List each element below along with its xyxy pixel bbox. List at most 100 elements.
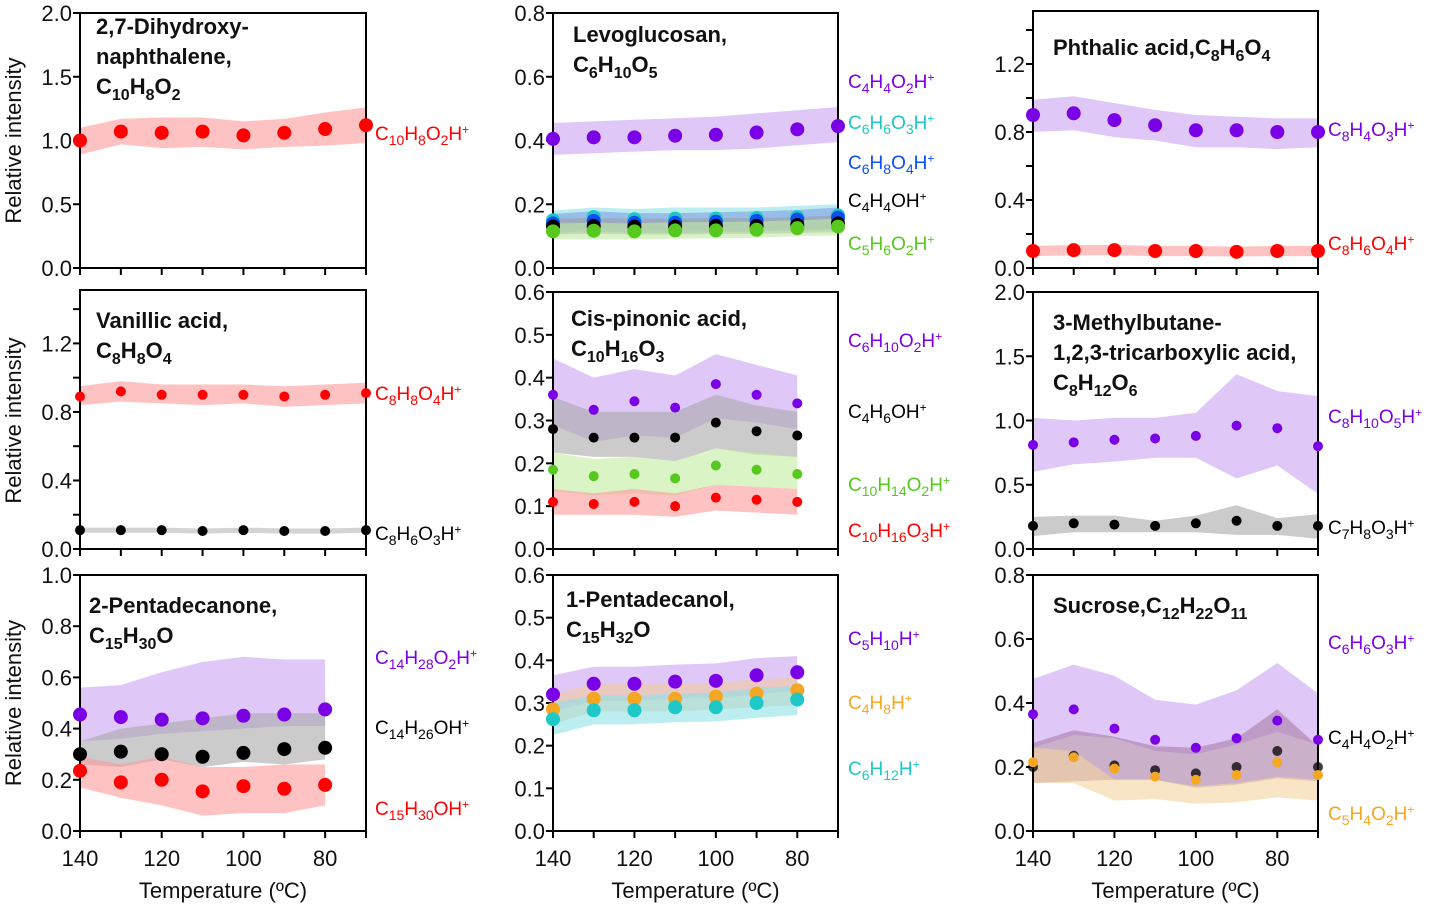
data-point	[195, 711, 210, 726]
data-point	[1150, 520, 1161, 531]
data-point	[359, 118, 373, 133]
data-point	[1272, 757, 1283, 768]
series-label: C8H8O4H+	[375, 383, 461, 409]
data-point	[1068, 704, 1079, 715]
y-tick-label: 1.2	[994, 52, 1025, 77]
data-point	[1231, 515, 1242, 526]
data-point	[710, 492, 721, 503]
data-point	[548, 389, 558, 400]
y-tick-label: 1.0	[994, 409, 1025, 434]
data-point	[1188, 123, 1203, 138]
x-tick-label: 140	[62, 846, 99, 871]
data-point	[546, 712, 560, 727]
series-label: C14H28O2H+	[375, 647, 477, 673]
data-point	[73, 763, 87, 778]
data-point	[236, 745, 251, 760]
data-point	[154, 747, 169, 762]
series-label: C5H10H+	[848, 628, 920, 654]
data-point	[1313, 770, 1323, 780]
error-band-2	[80, 527, 366, 534]
data-point	[73, 133, 87, 148]
chart-panel-5: 0.0 0.1 0.2 0.3 0.4 0.5 0.6 Cis-pinonic acid, C1…	[514, 280, 950, 562]
series-label: C4H8H+	[848, 692, 912, 718]
plot-frame	[79, 574, 367, 832]
data-point	[1190, 430, 1201, 441]
y-tick-label: 0.8	[994, 120, 1025, 145]
data-point	[546, 687, 560, 702]
y-tick-label: 0.0	[994, 537, 1025, 562]
data-point	[318, 740, 333, 755]
chart-panel-1: 0.0 0.5 1.0 1.5 2.0 Relative intensity 2,7-Dih…	[1, 1, 469, 281]
data-point	[238, 525, 249, 536]
y-tick-label: 0.8	[41, 400, 72, 425]
error-band-4	[553, 484, 798, 517]
panel-title: C15H30O	[89, 623, 174, 653]
data-point	[586, 703, 601, 718]
y-tick-label: 0.0	[994, 819, 1025, 844]
y-tick-label: 0.8	[994, 563, 1025, 588]
data-point	[279, 526, 290, 537]
error-band-3	[1033, 747, 1318, 804]
plot-frame	[1032, 10, 1319, 269]
panel-title: C10H8O2	[96, 74, 181, 104]
data-point	[627, 703, 642, 718]
error-band-1	[80, 381, 366, 407]
data-point	[1188, 244, 1203, 258]
data-point	[236, 128, 251, 143]
error-band-2	[1033, 245, 1318, 257]
data-point	[668, 674, 683, 689]
y-tick-label: 0.5	[514, 323, 545, 348]
y-tick-label: 1.0	[41, 129, 72, 154]
plot-frame	[79, 12, 367, 269]
series-label: C10H16O3H+	[848, 520, 950, 546]
series-label: C4H4O2H+	[1328, 727, 1414, 753]
data-point	[195, 749, 210, 764]
data-point	[670, 501, 681, 512]
data-point	[238, 389, 249, 400]
data-point	[1109, 763, 1120, 774]
data-point	[1068, 437, 1079, 448]
y-tick-label: 0.2	[514, 734, 545, 759]
error-band-5	[553, 218, 838, 240]
data-point	[1107, 243, 1122, 258]
data-point	[318, 777, 333, 792]
series-label: C8H4O3H+	[1328, 119, 1414, 145]
data-point	[831, 119, 845, 134]
data-point	[279, 391, 290, 402]
data-point	[1190, 774, 1201, 785]
data-point	[668, 223, 683, 238]
data-point	[1068, 518, 1079, 529]
data-point	[277, 742, 292, 757]
series-label: C8H6O3H+	[375, 523, 461, 549]
data-point	[1272, 423, 1283, 434]
data-point	[113, 710, 128, 725]
data-point	[320, 389, 331, 400]
data-point	[1150, 734, 1161, 745]
data-point	[792, 469, 803, 480]
y-tick-label: 0.6	[41, 665, 72, 690]
series-label: C8H6O4H+	[1328, 233, 1414, 259]
chart-panel-2: 0.0 0.2 0.4 0.6 0.8 Levoglucosan, C6H10O5 C4H4O…	[514, 1, 934, 281]
data-point	[318, 122, 333, 137]
panel-title: C6H10O5	[573, 52, 658, 82]
data-point	[113, 124, 128, 139]
data-point	[1148, 118, 1163, 133]
data-point	[1313, 441, 1323, 452]
data-point	[708, 689, 723, 704]
chart-panel-7: 0.0 0.2 0.4 0.6 0.8 1.0 140 120 100 80Temperature…	[1, 563, 477, 903]
series-label: C4H4OH+	[848, 190, 927, 216]
data-point	[1190, 742, 1201, 753]
error-band-3	[553, 448, 798, 496]
series-label: C7H8O3H+	[1328, 517, 1414, 543]
data-point	[195, 784, 210, 799]
data-point	[154, 125, 169, 140]
error-band-1	[1033, 96, 1318, 149]
data-point	[586, 691, 601, 706]
x-axis-title: Temperature (ºC)	[139, 878, 307, 903]
data-point	[1026, 108, 1040, 122]
data-point	[236, 708, 251, 723]
y-tick-label: 1.0	[41, 563, 72, 588]
data-point	[790, 692, 805, 707]
x-tick-label: 100	[225, 846, 262, 871]
y-tick-label: 0.3	[514, 691, 545, 716]
